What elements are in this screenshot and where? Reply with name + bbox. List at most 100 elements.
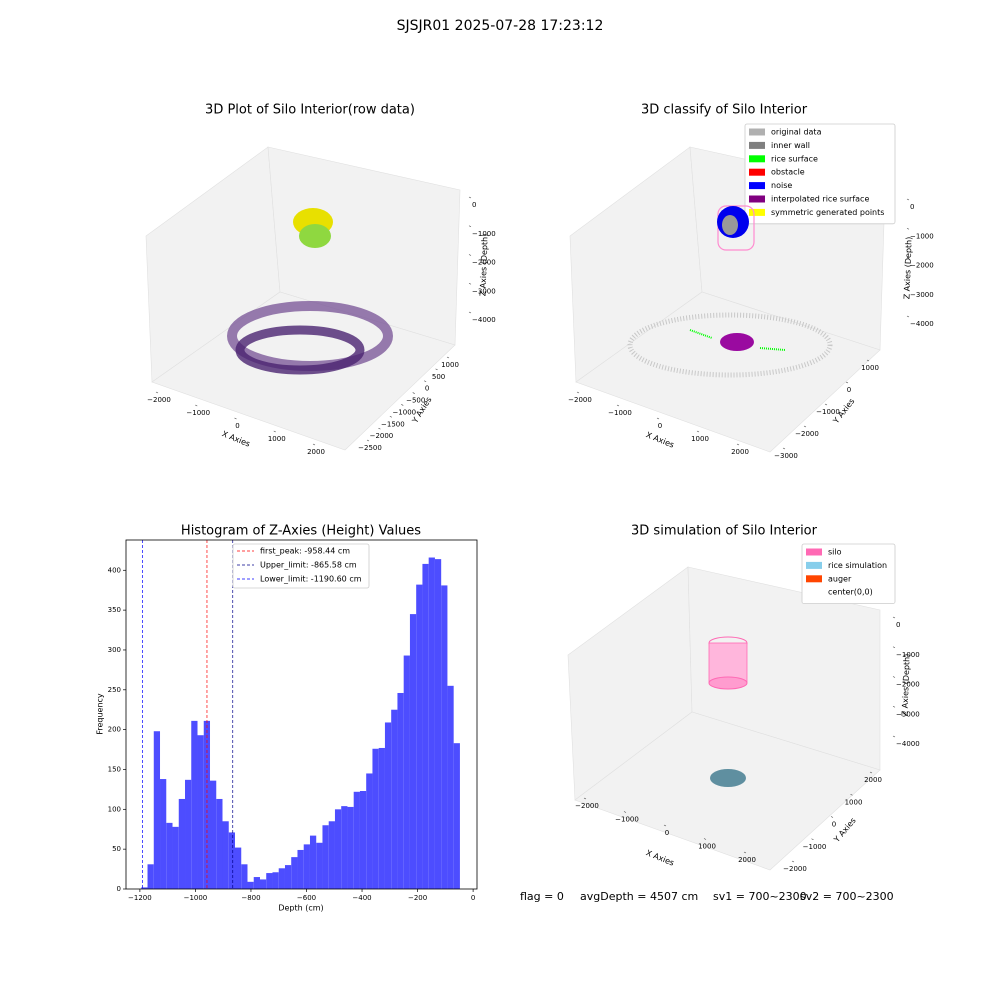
bar xyxy=(428,557,435,889)
z-tick xyxy=(468,282,472,285)
z-tick xyxy=(892,676,896,678)
y-tick-label: 150 xyxy=(108,765,121,773)
z-tick-label: −4000 xyxy=(910,320,934,328)
bar xyxy=(309,835,317,889)
bar xyxy=(334,809,342,889)
bar xyxy=(447,685,454,889)
bar xyxy=(247,881,254,889)
bar xyxy=(216,798,223,889)
bar xyxy=(147,864,154,889)
z-tick xyxy=(468,254,472,256)
legend-swatch xyxy=(806,575,822,583)
x-tick-label: −1000 xyxy=(608,409,632,417)
z-tick-label: −1000 xyxy=(896,651,920,659)
status-text: sv2 = 700~2300 xyxy=(800,890,894,903)
x-tick xyxy=(696,430,700,433)
y-tick-label: 0 xyxy=(117,885,121,893)
x-tick-label: −400 xyxy=(352,894,371,902)
x-tick xyxy=(234,417,237,420)
z-tick-label: −1000 xyxy=(910,232,934,240)
z-tick-label: 0 xyxy=(472,201,476,209)
legend-label: symmetric generated points xyxy=(771,208,884,217)
y-tick xyxy=(389,416,392,418)
bar xyxy=(366,773,373,889)
bar xyxy=(291,857,298,889)
y-tick xyxy=(850,793,853,796)
y-tick-label: 0 xyxy=(847,386,851,394)
y-tick xyxy=(446,356,450,359)
bar xyxy=(160,779,167,889)
bar xyxy=(422,563,429,889)
x-tick-label: 0 xyxy=(658,422,662,430)
legend-label: auger xyxy=(828,574,852,583)
z-tick-label: 0 xyxy=(910,203,914,211)
legend-box xyxy=(801,543,896,604)
legend-label: rice simulation xyxy=(828,561,887,570)
legend-box xyxy=(232,543,370,589)
x-tick xyxy=(623,811,627,813)
bar xyxy=(259,879,267,889)
legend-swatch xyxy=(749,208,765,216)
y-tick-label: −1000 xyxy=(803,843,827,851)
bar xyxy=(166,822,173,889)
x-axis-label: Depth (cm) xyxy=(278,904,323,913)
z-tick xyxy=(468,311,472,314)
bar xyxy=(322,825,329,889)
bar xyxy=(347,806,354,889)
y-tick-label: 500 xyxy=(432,373,445,381)
x-tick xyxy=(663,824,667,827)
y-tick xyxy=(424,380,427,382)
x-tick-label: −2000 xyxy=(575,802,599,810)
bar xyxy=(266,873,273,889)
x-tick-label: 2000 xyxy=(307,448,325,456)
y-tick-label: −2500 xyxy=(358,444,382,452)
x-tick-label: −1000 xyxy=(186,409,210,417)
x-tick-label: 0 xyxy=(471,894,475,902)
x-tick-label: −1000 xyxy=(184,894,208,902)
legend-label: obstacle xyxy=(771,168,805,177)
legend-swatch xyxy=(749,168,765,176)
bar xyxy=(278,868,285,889)
z-tick xyxy=(906,286,910,289)
legend-label: first_peak: -958.44 cm xyxy=(260,547,350,556)
y-tick xyxy=(791,860,795,863)
x-tick xyxy=(155,391,159,394)
y-tick-label: −1500 xyxy=(381,420,405,428)
y-tick xyxy=(782,447,786,450)
x-tick xyxy=(195,404,198,407)
x-tick xyxy=(743,851,747,854)
x-tick xyxy=(616,404,620,407)
bar xyxy=(197,735,204,889)
bar xyxy=(316,842,323,889)
cloud-1 xyxy=(227,208,393,375)
legend-swatch xyxy=(806,588,822,596)
y-tick-label: −2000 xyxy=(795,430,819,438)
y-tick xyxy=(803,425,807,428)
y-tick xyxy=(401,404,404,406)
bar xyxy=(228,832,235,889)
status-text: sv1 = 700~2300 xyxy=(713,890,807,903)
x-tick xyxy=(273,430,276,433)
z-axis-label: Z Axies (Depth) xyxy=(478,234,489,297)
z-axis-label: Z Axies (Depth) xyxy=(902,237,913,300)
y-tick-label: −3000 xyxy=(774,452,798,460)
z-tick xyxy=(892,646,896,649)
x-tick-label: 0 xyxy=(235,422,239,430)
bar xyxy=(384,722,392,889)
legend-swatch xyxy=(749,182,765,190)
z-tick-label: −4000 xyxy=(472,316,496,324)
x-tick-label: −1200 xyxy=(128,894,152,902)
y-tick-label: 200 xyxy=(108,726,121,734)
bar xyxy=(303,844,310,889)
bar xyxy=(222,821,229,889)
x-tick-label: 2000 xyxy=(731,448,749,456)
x-tick-label: −1000 xyxy=(615,816,639,824)
z-tick xyxy=(892,705,896,708)
y-tick xyxy=(824,403,828,406)
y-tick-label: 400 xyxy=(108,566,121,574)
bar xyxy=(241,864,248,889)
legend-label: center(0,0) xyxy=(828,588,873,597)
z-tick-label: −2000 xyxy=(472,259,496,267)
x-tick xyxy=(736,443,740,446)
panel-title: 3D Plot of Silo Interior(row data) xyxy=(205,103,415,118)
